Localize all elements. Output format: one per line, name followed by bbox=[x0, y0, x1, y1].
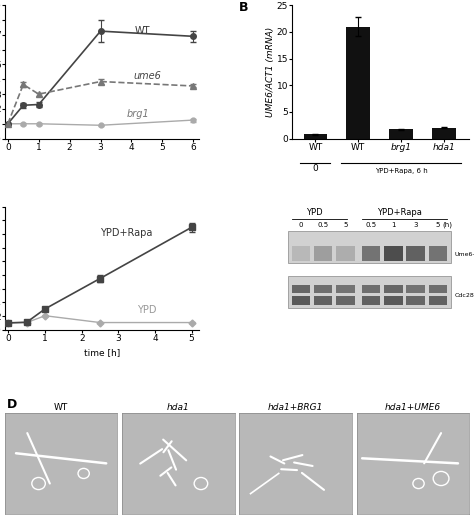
Text: YPD+Rapa, 6 h: YPD+Rapa, 6 h bbox=[375, 168, 428, 174]
Bar bbox=[362, 246, 381, 261]
Text: D: D bbox=[7, 398, 18, 411]
Bar bbox=[288, 231, 451, 263]
Text: YPD: YPD bbox=[137, 305, 156, 315]
Text: 5: 5 bbox=[436, 222, 440, 228]
Title: WT: WT bbox=[54, 403, 68, 412]
Text: WT: WT bbox=[135, 26, 150, 36]
Bar bbox=[362, 296, 381, 305]
Text: 0.5: 0.5 bbox=[365, 222, 377, 228]
Bar bbox=[406, 246, 425, 261]
Text: (h): (h) bbox=[442, 222, 452, 228]
Text: ume6: ume6 bbox=[133, 71, 161, 81]
Bar bbox=[336, 296, 355, 305]
Bar bbox=[362, 285, 381, 293]
Text: YPD: YPD bbox=[306, 208, 322, 217]
X-axis label: time [h]: time [h] bbox=[84, 348, 120, 358]
Bar bbox=[406, 285, 425, 293]
Bar bbox=[428, 296, 447, 305]
Bar bbox=[303, 134, 327, 139]
Text: brg1: brg1 bbox=[127, 109, 149, 119]
Bar bbox=[336, 285, 355, 293]
Text: 0.5: 0.5 bbox=[318, 222, 328, 228]
Text: Cdc28: Cdc28 bbox=[455, 293, 474, 298]
Text: 5: 5 bbox=[343, 222, 347, 228]
Bar bbox=[428, 285, 447, 293]
Bar bbox=[346, 26, 370, 139]
Bar bbox=[292, 246, 310, 261]
Text: 3: 3 bbox=[413, 222, 418, 228]
Text: B: B bbox=[239, 1, 249, 14]
Bar bbox=[428, 246, 447, 261]
Title: hda1+UME6: hda1+UME6 bbox=[385, 403, 441, 412]
Bar bbox=[432, 128, 456, 139]
Title: hda1: hda1 bbox=[167, 403, 190, 412]
Text: YPD+Rapa: YPD+Rapa bbox=[100, 227, 153, 238]
Bar bbox=[292, 296, 310, 305]
Bar bbox=[288, 276, 451, 308]
Bar bbox=[314, 285, 332, 293]
Bar bbox=[406, 296, 425, 305]
Bar bbox=[389, 129, 413, 139]
Bar bbox=[314, 296, 332, 305]
Text: 1: 1 bbox=[391, 222, 396, 228]
Text: 0: 0 bbox=[312, 163, 318, 173]
Bar bbox=[384, 246, 403, 261]
Title: hda1+BRG1: hda1+BRG1 bbox=[268, 403, 323, 412]
Text: YPD+Rapa: YPD+Rapa bbox=[376, 208, 421, 217]
Y-axis label: UME6/ACT1 (mRNA): UME6/ACT1 (mRNA) bbox=[266, 27, 275, 117]
Bar bbox=[292, 285, 310, 293]
Bar bbox=[314, 246, 332, 261]
Bar bbox=[384, 296, 403, 305]
Text: Ume6-Myc: Ume6-Myc bbox=[455, 252, 474, 257]
Bar bbox=[336, 246, 355, 261]
Text: 0: 0 bbox=[299, 222, 303, 228]
Bar bbox=[384, 285, 403, 293]
